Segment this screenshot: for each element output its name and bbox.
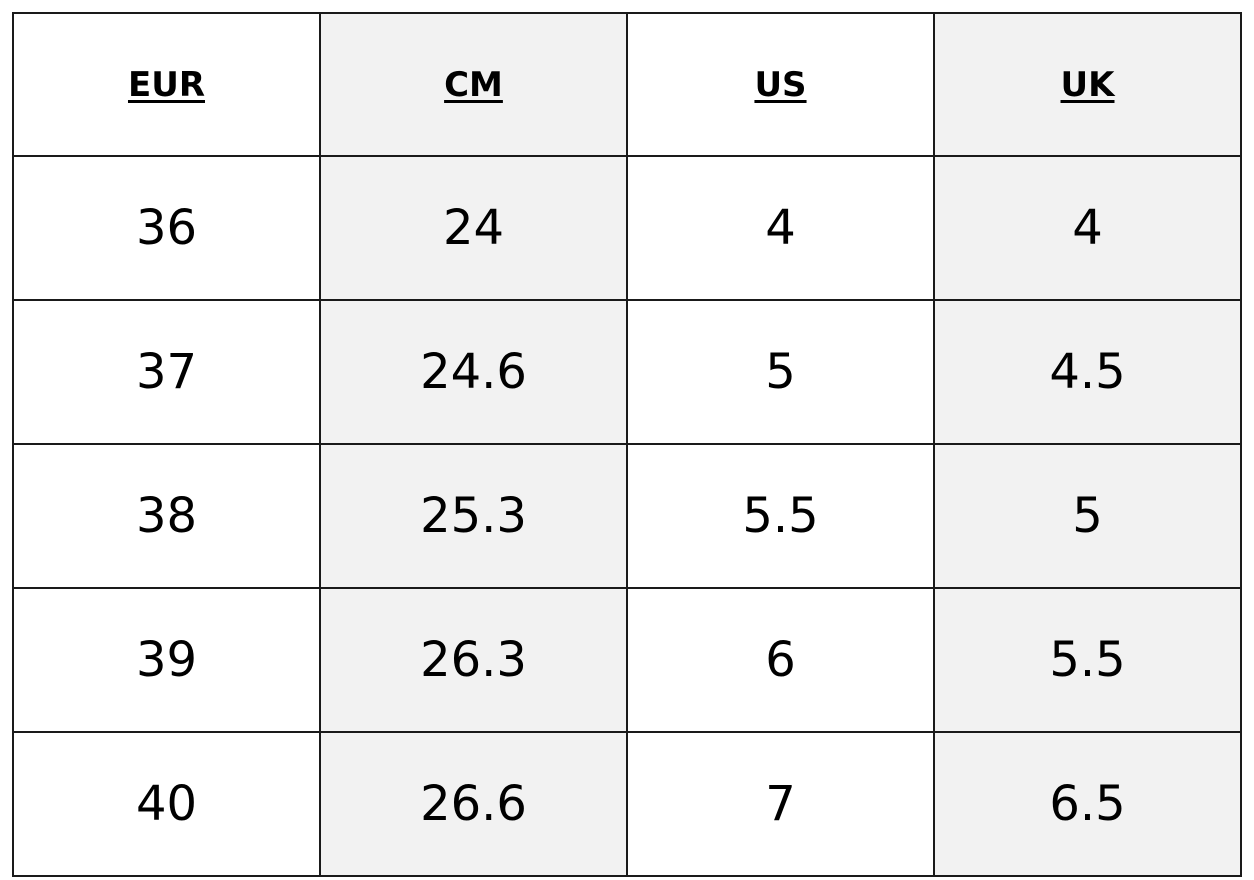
cell-cm: 24 bbox=[319, 155, 628, 301]
cell-uk: 4 bbox=[933, 155, 1242, 301]
cell-us: 5 bbox=[626, 299, 935, 445]
header-uk: UK bbox=[933, 12, 1242, 157]
cell-eur: 40 bbox=[12, 731, 321, 877]
cell-eur: 37 bbox=[12, 299, 321, 445]
cell-uk: 6.5 bbox=[933, 731, 1242, 877]
cell-us: 5.5 bbox=[626, 443, 935, 589]
cell-uk: 5.5 bbox=[933, 587, 1242, 733]
table-row: 37 24.6 5 4.5 bbox=[12, 299, 1242, 445]
table-row: 39 26.3 6 5.5 bbox=[12, 587, 1242, 733]
cell-eur: 36 bbox=[12, 155, 321, 301]
cell-uk: 5 bbox=[933, 443, 1242, 589]
header-us: US bbox=[626, 12, 935, 157]
table-header: EUR CM US UK bbox=[12, 12, 1242, 157]
size-conversion-table: EUR CM US UK 36 24 4 4 37 24.6 5 4.5 38 … bbox=[12, 12, 1242, 877]
cell-us: 6 bbox=[626, 587, 935, 733]
table-row: 38 25.3 5.5 5 bbox=[12, 443, 1242, 589]
cell-cm: 24.6 bbox=[319, 299, 628, 445]
cell-us: 4 bbox=[626, 155, 935, 301]
cell-eur: 38 bbox=[12, 443, 321, 589]
header-eur: EUR bbox=[12, 12, 321, 157]
cell-cm: 26.3 bbox=[319, 587, 628, 733]
header-row: EUR CM US UK bbox=[12, 12, 1242, 157]
cell-eur: 39 bbox=[12, 587, 321, 733]
header-cm: CM bbox=[319, 12, 628, 157]
table-row: 36 24 4 4 bbox=[12, 155, 1242, 301]
cell-cm: 25.3 bbox=[319, 443, 628, 589]
table-body: 36 24 4 4 37 24.6 5 4.5 38 25.3 5.5 5 39… bbox=[12, 155, 1242, 877]
table-row: 40 26.6 7 6.5 bbox=[12, 731, 1242, 877]
cell-uk: 4.5 bbox=[933, 299, 1242, 445]
cell-cm: 26.6 bbox=[319, 731, 628, 877]
cell-us: 7 bbox=[626, 731, 935, 877]
